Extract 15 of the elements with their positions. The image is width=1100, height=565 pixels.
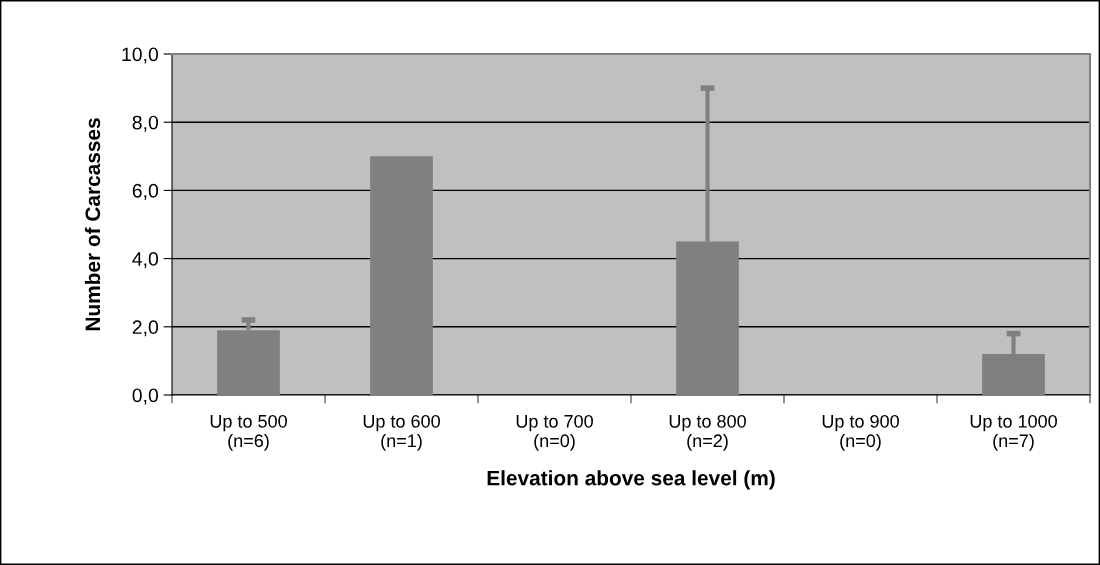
bar [370, 156, 433, 395]
y-axis-title: Number of Carcasses [84, 118, 101, 331]
x-tick-label: Up to 1000 (n=7) [970, 414, 1057, 451]
y-tick-label: 10,0 [122, 47, 159, 64]
y-tick-label: 6,0 [132, 183, 159, 200]
y-tick-label: 4,0 [132, 252, 159, 269]
y-tick-label: 2,0 [132, 320, 159, 337]
x-tick-label: Up to 900 (n=0) [822, 414, 899, 451]
x-tick-label: Up to 600 (n=1) [363, 414, 440, 451]
x-tick-label: Up to 700 (n=0) [516, 414, 593, 451]
x-tick-label: Up to 800 (n=2) [669, 414, 746, 451]
y-tick-label: 8,0 [132, 115, 159, 132]
x-tick-label: Up to 500 (n=6) [210, 414, 287, 451]
y-tick-label: 0,0 [132, 388, 159, 405]
x-axis-title: Elevation above sea level (m) [487, 470, 775, 490]
